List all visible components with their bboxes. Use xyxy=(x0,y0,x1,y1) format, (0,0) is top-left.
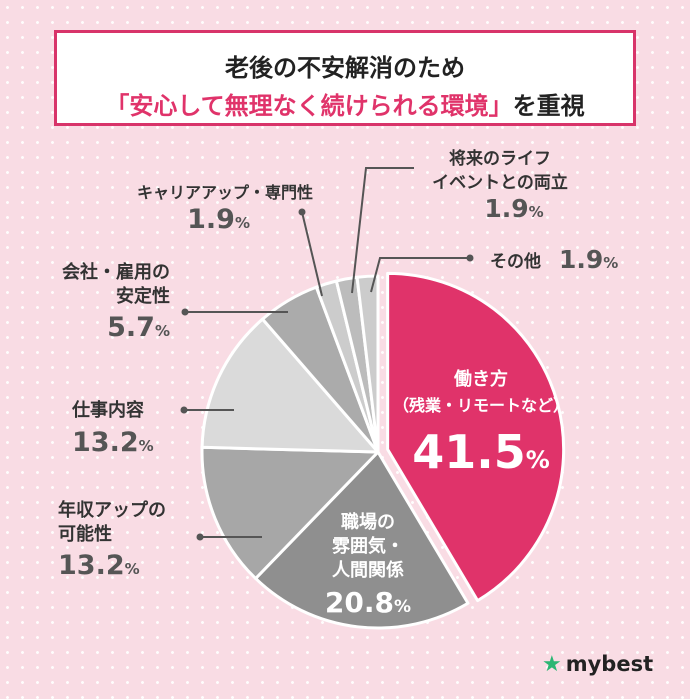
title-rest-text: を重視 xyxy=(512,92,585,120)
label-work-style-line1: 働き方 xyxy=(453,368,508,390)
label-atmosphere-line3: 人間関係 xyxy=(332,559,404,581)
mybest-logo: ★ mybest xyxy=(542,652,653,677)
brand-name: mybest xyxy=(565,652,654,676)
label-other-line1: その他 xyxy=(490,251,541,272)
slice-work-style xyxy=(386,271,566,603)
leader-job-content-dot xyxy=(180,406,188,414)
label-other-value: 1.9% xyxy=(559,245,618,274)
label-work-style-line2: （残業・リモートなど） xyxy=(393,396,569,415)
label-life-events-value: 1.9% xyxy=(484,194,543,223)
pie-labels: 働き方 （残業・リモートなど） 41.5% 職場の 雰囲気・ 人間関係 20.8… xyxy=(58,148,618,619)
label-atmosphere-line1: 職場の xyxy=(341,511,395,533)
leader-stability-dot xyxy=(181,308,189,316)
label-work-style-value: 41.5% xyxy=(412,425,550,479)
title-accent-text: 「安心して無理なく続けられる環境」 xyxy=(105,92,513,120)
label-stability-value: 5.7% xyxy=(107,312,170,343)
label-atmosphere-value: 20.8% xyxy=(325,586,411,619)
leader-other xyxy=(370,257,470,293)
label-salary-value: 13.2% xyxy=(58,550,140,581)
label-life-events-line2: イベントとの両立 xyxy=(432,172,568,193)
label-stability-line2: 安定性 xyxy=(116,285,170,307)
star-icon: ★ xyxy=(542,652,562,677)
slice-job-content xyxy=(200,317,380,454)
title-line-2: 「安心して無理なく続けられる環境」を重視 xyxy=(57,86,633,121)
leader-lines xyxy=(180,167,474,541)
label-job-content-value: 13.2% xyxy=(72,427,154,458)
label-stability-line1: 会社・雇用の xyxy=(62,261,170,283)
title-box: 老後の不安解消のため 「安心して無理なく続けられる環境」を重視 xyxy=(54,30,636,126)
leader-other-dot xyxy=(466,254,474,262)
title-line-1: 老後の不安解消のため xyxy=(225,54,465,82)
slice-other xyxy=(355,274,380,454)
label-salary-line2: 可能性 xyxy=(58,523,112,545)
label-atmosphere-line2: 雰囲気・ xyxy=(332,535,404,557)
label-career-line1: キャリアアップ・専門性 xyxy=(137,183,313,202)
label-career-value: 1.9% xyxy=(187,204,250,235)
label-life-events-line1: 将来のライフ xyxy=(449,148,551,169)
leader-career-dot xyxy=(298,208,306,216)
leader-salary-dot xyxy=(196,533,204,541)
leader-life-events xyxy=(351,167,414,294)
slice-salary xyxy=(200,445,380,580)
label-job-content-line1: 仕事内容 xyxy=(71,399,144,421)
pie-slices xyxy=(200,271,566,630)
label-salary-line1: 年収アップの xyxy=(58,499,166,521)
slice-atmosphere xyxy=(254,450,470,630)
leader-career xyxy=(301,211,323,297)
